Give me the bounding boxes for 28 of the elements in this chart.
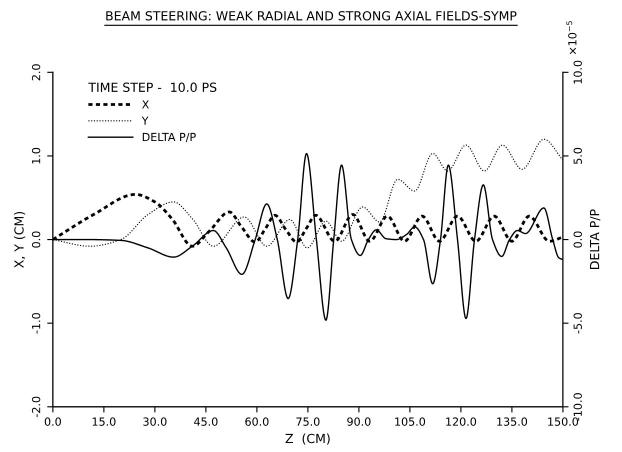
legend-label: Y xyxy=(142,116,149,125)
x-tick-label: 15.0 xyxy=(92,417,116,426)
y-tick-label: 1.0 xyxy=(32,148,40,164)
text: ×10$^{−5}$ xyxy=(566,21,577,54)
x-tick-label: 0.0 xyxy=(44,417,61,426)
y2-tick-label: -5.0 xyxy=(574,313,582,334)
x-tick-label: 30.0 xyxy=(143,417,167,426)
y2-tick-label: 5.0 xyxy=(574,148,582,164)
y2-axis-title: DELTA P/P xyxy=(590,209,600,269)
chart-title: BEAM STEERING: WEAK RADIAL AND STRONG AXIAL FIELDS-SYMP xyxy=(106,11,516,21)
y-tick-label: -1.0 xyxy=(32,313,40,334)
legend-title: TIME STEP - 10.0 PS xyxy=(88,82,216,92)
x-tick-label: 135.0 xyxy=(497,417,528,426)
x-tick-label: 75.0 xyxy=(296,417,320,426)
legend-label: X xyxy=(142,100,149,108)
y-tick-label: 2.0 xyxy=(32,64,40,80)
x-tick-label: 90.0 xyxy=(347,417,371,426)
y-tick-label: 0.0 xyxy=(32,231,40,248)
y-tick-label: -2.0 xyxy=(32,396,40,418)
y2-tick-label: 0.0 xyxy=(574,231,582,248)
y2-tick-label: 10.0 xyxy=(574,60,582,84)
legend-label: DELTA P/P xyxy=(142,132,196,142)
x-axis-title: Z (CM) xyxy=(286,434,330,445)
x-tick-label: 60.0 xyxy=(245,417,269,426)
y-axis-title: X, Y (CM) xyxy=(14,212,26,268)
x-tick-label: 120.0 xyxy=(446,417,476,426)
x-tick-label: 105.0 xyxy=(395,417,426,426)
x-tick-label: 45.0 xyxy=(194,417,218,426)
